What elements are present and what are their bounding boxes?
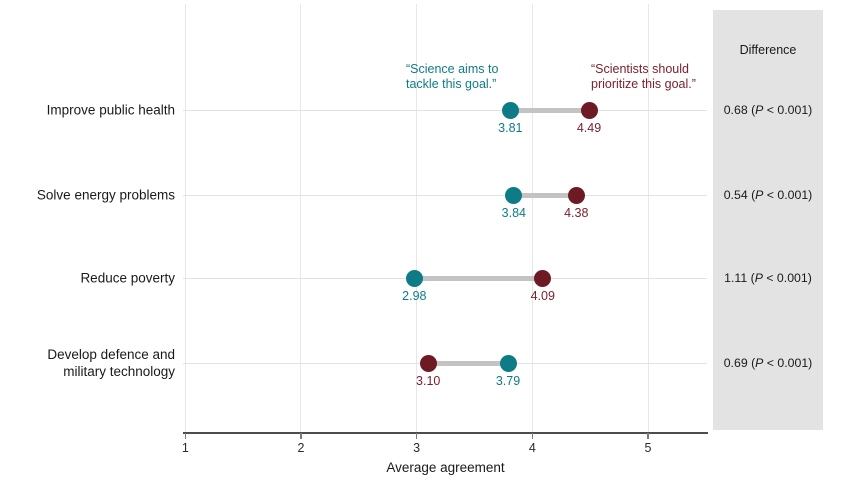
value-label: 3.81 <box>498 121 523 135</box>
dumbbell-connector <box>510 107 589 113</box>
x-axis-line <box>183 432 708 434</box>
x-axis-tick <box>184 433 187 439</box>
data-point-dot <box>499 354 517 372</box>
vertical-gridline <box>647 4 649 432</box>
x-tick-label: 3 <box>413 441 421 455</box>
category-label: Reduce poverty <box>80 270 175 286</box>
p-symbol: P <box>754 271 763 285</box>
x-axis-title: Average agreement <box>386 460 505 475</box>
vertical-gridline <box>531 4 533 432</box>
difference-value: 0.68 (P < 0.001) <box>723 103 813 117</box>
data-point-dot <box>505 186 523 204</box>
difference-header: Difference <box>739 43 797 57</box>
x-axis-tick <box>415 433 418 439</box>
data-point-dot <box>534 269 552 287</box>
category-label: Improve public health <box>46 102 175 118</box>
data-point-dot <box>580 101 598 119</box>
vertical-gridline <box>300 4 302 432</box>
value-label: 4.09 <box>530 289 555 303</box>
value-label: 2.98 <box>402 289 427 303</box>
p-symbol: P <box>755 356 764 370</box>
series-annotation-scientists-should: “Scientists should prioritize this goal.… <box>591 62 696 91</box>
horizontal-gridline <box>183 194 707 196</box>
series-annotation-science-aims: “Science aims to tackle this goal.” <box>406 62 499 91</box>
horizontal-gridline <box>183 109 707 111</box>
x-tick-label: 5 <box>644 441 652 455</box>
x-tick-label: 1 <box>181 441 189 455</box>
x-tick-label: 2 <box>297 441 305 455</box>
value-label: 4.38 <box>564 206 589 220</box>
value-label: 3.84 <box>501 206 526 220</box>
data-point-dot <box>567 186 585 204</box>
vertical-gridline <box>416 4 418 432</box>
difference-value: 0.54 (P < 0.001) <box>723 188 813 202</box>
dumbbell-connector <box>428 360 509 366</box>
difference-value: 0.69 (P < 0.001) <box>723 356 813 370</box>
data-point-dot <box>405 269 423 287</box>
value-label: 3.79 <box>495 374 521 388</box>
vertical-gridline <box>184 4 186 432</box>
data-point-dot <box>419 354 437 372</box>
value-label: 4.49 <box>576 121 602 135</box>
p-symbol: P <box>755 103 764 117</box>
difference-value: 1.11 (P < 0.001) <box>724 271 812 285</box>
difference-panel: Difference 0.68 (P < 0.001) 0.54 (P < 0.0… <box>713 10 823 430</box>
x-tick-label: 4 <box>528 441 536 455</box>
x-axis-tick <box>300 433 302 439</box>
category-label: Solve energy problems <box>36 187 175 203</box>
data-point-dot <box>501 101 519 119</box>
x-axis-tick <box>531 433 534 439</box>
x-axis-tick <box>647 433 649 439</box>
p-symbol: P <box>755 188 764 202</box>
value-label: 3.10 <box>416 374 441 388</box>
category-label: Develop defence and military technology <box>47 347 175 379</box>
dumbbell-connector <box>414 275 543 281</box>
dumbbell-connector <box>513 192 577 198</box>
